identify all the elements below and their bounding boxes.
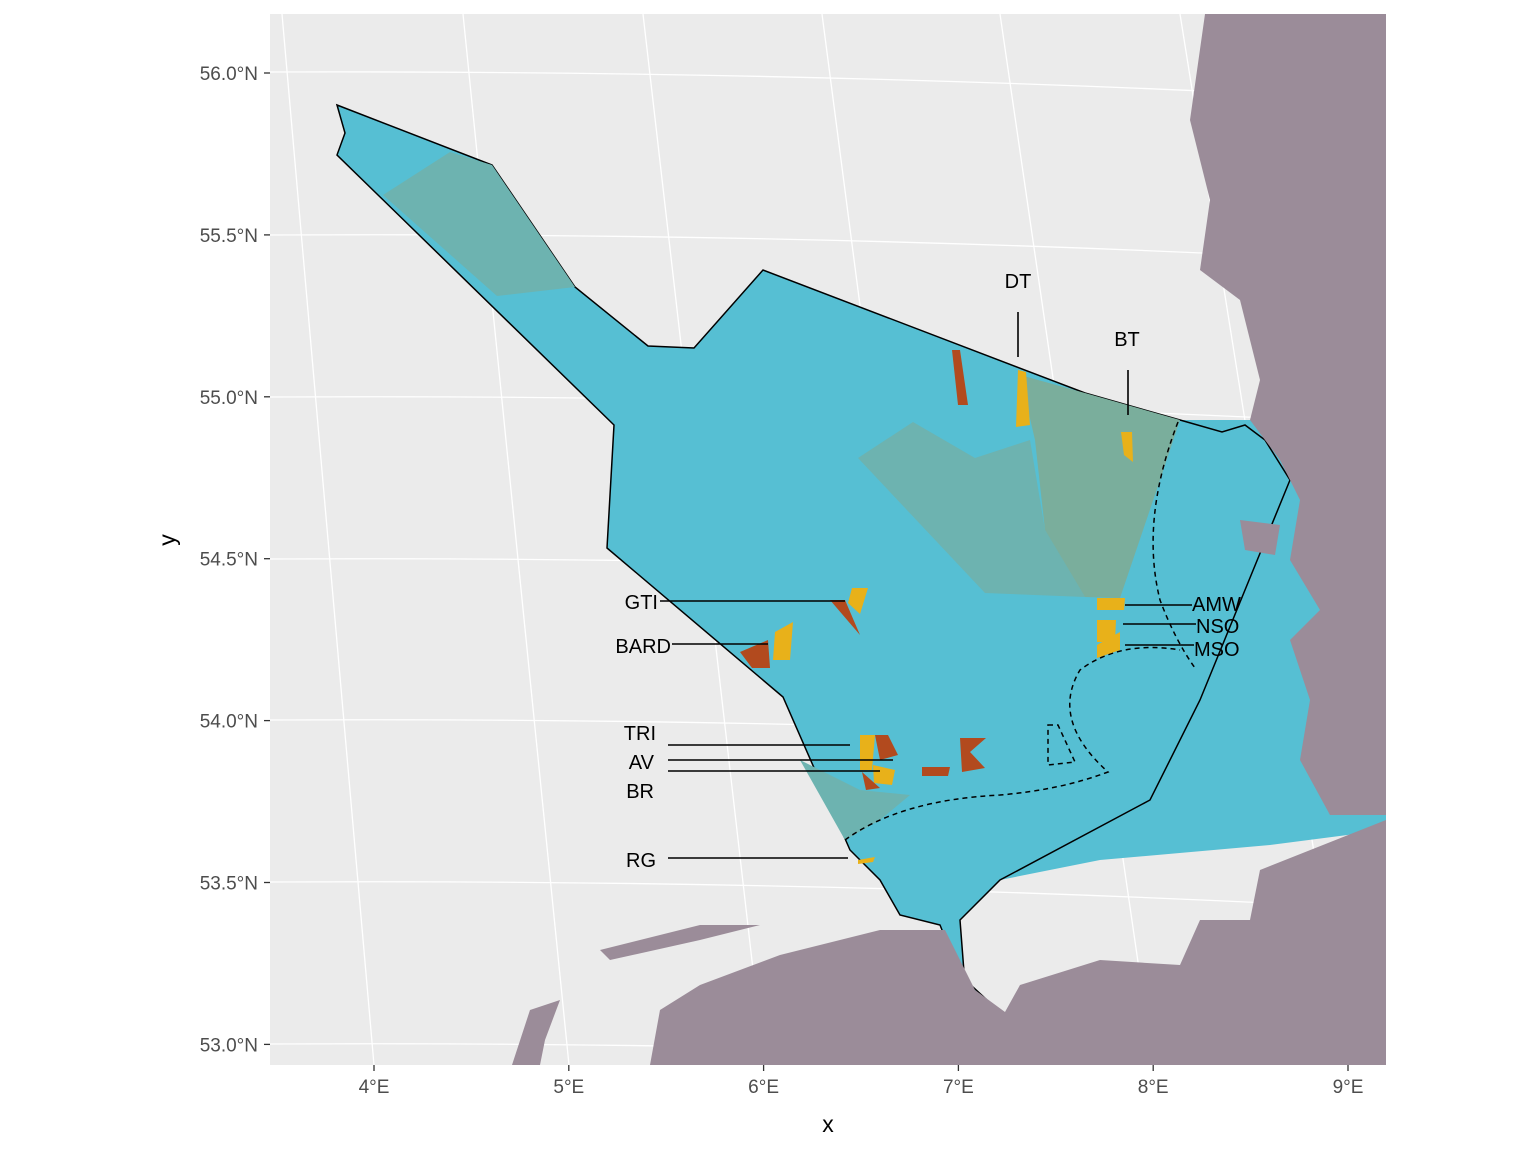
x-axis-title: x [822,1111,834,1137]
labels: DT BT GTI BARD TRI AV BR RG AMW NSO MSO [615,271,1241,872]
x-tick-label: 9°E [1333,1077,1364,1098]
x-axis: 4°E 5°E 6°E 7°E 8°E 9°E [359,1065,1364,1098]
y-tick-label: 53.5°N [200,874,258,895]
zone [383,152,575,296]
farm-label: BR [626,781,654,803]
island [512,1000,560,1065]
island [1210,100,1245,170]
y-tick-label: 54.5°N [200,550,258,571]
farm-label: RG [626,850,656,872]
boundary-dashed [844,421,1196,841]
x-tick-label: 7°E [943,1077,974,1098]
y-axis-title: y [154,534,180,546]
farm-label: TRI [624,723,656,745]
y-tick-label: 53.0°N [200,1035,258,1056]
map-body [270,14,1386,1065]
farm-label: DT [1005,271,1032,293]
y-tick-label: 55.5°N [200,226,258,247]
study-area [335,103,1291,1013]
farm-label: GTI [625,592,658,614]
zone [858,422,1085,597]
leaders [660,312,1196,859]
x-tick-label: 4°E [359,1077,390,1098]
y-tick-label: 54.0°N [200,712,258,733]
wind-farms [740,350,1133,864]
y-tick-label: 56.0°N [200,64,258,85]
farm-label: AV [629,752,655,774]
x-tick-label: 8°E [1138,1077,1169,1098]
island [1240,520,1280,555]
island [600,925,760,960]
farm-label: BARD [615,636,671,658]
zone [1020,375,1180,598]
x-tick-label: 5°E [553,1077,584,1098]
land [1190,14,1386,815]
y-tick-label: 55.0°N [200,388,258,409]
farm-label: AMW [1192,594,1241,616]
x-tick-label: 6°E [748,1077,779,1098]
zone [800,760,910,840]
farm-label: BT [1114,329,1140,351]
farm-label: MSO [1194,639,1240,661]
farm-label: NSO [1196,616,1239,638]
y-axis: 56.0°N 55.5°N 55.0°N 54.5°N 54.0°N 53.5°N 53.0… [200,64,270,1056]
land [650,820,1386,1065]
